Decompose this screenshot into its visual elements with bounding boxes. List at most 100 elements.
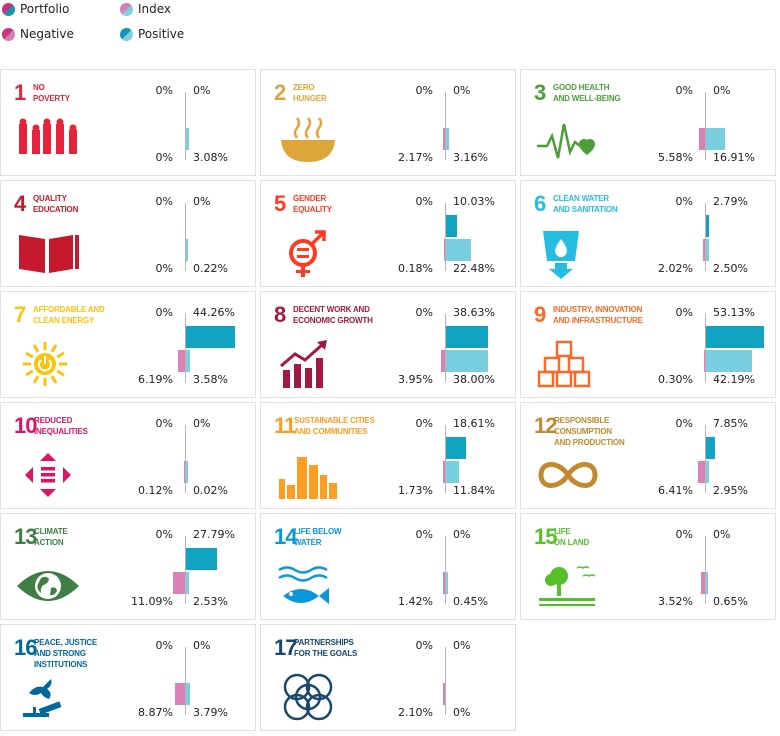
goal-number: 11 — [274, 413, 296, 438]
goal-title-line: INSTITUTIONS — [34, 660, 88, 669]
index-positive-label: 42.19% — [713, 373, 755, 386]
index-negative-bar — [698, 128, 705, 150]
legend-item-index: Index — [120, 2, 171, 16]
goal-number: 3 — [534, 80, 546, 105]
portfolio-negative-label: 0% — [415, 84, 433, 97]
index-negative-label: 0% — [155, 262, 173, 275]
portfolio-negative-label: 0% — [155, 84, 173, 97]
index-positive-label: 0.02% — [193, 484, 228, 497]
goal-title-line: PEACE, JUSTICE — [34, 638, 97, 647]
index-negative-bar — [172, 572, 185, 594]
index-negative-label: 3.95% — [398, 373, 433, 386]
sdg-card-15: 15 LIFE ON LAND 0% 0% 3.52% 0.65% — [520, 513, 776, 620]
index-positive-label: 22.48% — [453, 262, 495, 275]
portfolio-positive-label: 44.26% — [193, 306, 235, 319]
sdg-card-8: 8 DECENT WORK AND ECONOMIC GROWTH 0% 38.63% 3… — [260, 291, 516, 398]
sdg-card-14: 14 LIFE BELOW WATER 0% 0% 1.42% 0.45% — [260, 513, 516, 620]
infinity-icon — [535, 449, 601, 501]
portfolio-negative-label: 0% — [415, 528, 433, 541]
goal-title-line: POVERTY — [33, 94, 70, 103]
index-positive-label: 0% — [453, 706, 471, 719]
portfolio-negative-label: 0% — [415, 417, 433, 430]
index-positive-bar — [186, 572, 189, 594]
goal-title-line: SUSTAINABLE CITIES — [294, 416, 375, 425]
portfolio-positive-bar — [446, 215, 458, 237]
zero-axis — [185, 425, 186, 493]
goal-title-line: AND COMMUNITIES — [294, 427, 368, 436]
index-negative-label: 2.17% — [398, 151, 433, 164]
goal-title: QUALITY EDUCATION — [33, 193, 128, 215]
goal-title-line: CLIMATE — [34, 527, 68, 536]
portfolio-positive-label: 2.79% — [713, 195, 748, 208]
index-negative-label: 2.10% — [398, 706, 433, 719]
city-icon — [275, 449, 341, 501]
index-positive-bar — [186, 350, 190, 372]
goal-title-line: RESPONSIBLE — [554, 416, 610, 425]
portfolio-negative-label: 0% — [675, 306, 693, 319]
sdg-card-13: 13 CLIMATE ACTION 0% 27.79% 11.09% 2.53% — [0, 513, 256, 620]
goal-number: 13 — [14, 524, 38, 549]
zero-axis — [445, 314, 446, 382]
sdg-card-17: 17 PARTNERSHIPS FOR THE GOALS 0% 0% 2.10% 0% — [260, 624, 516, 731]
index-positive-bar — [706, 239, 709, 261]
goal-title: RESPONSIBLE CONSUMPTION AND PRODUCTION — [554, 415, 649, 448]
zero-axis — [185, 92, 186, 160]
index-negative-bar — [443, 572, 445, 594]
index-positive-label: 11.84% — [453, 484, 495, 497]
goal-title: SUSTAINABLE CITIES AND COMMUNITIES — [294, 415, 389, 437]
goal-title: GOOD HEALTH AND WELL-BEING — [553, 82, 648, 104]
earth-eye-icon — [15, 560, 81, 612]
index-negative-bar — [443, 239, 445, 261]
index-negative-bar — [183, 461, 185, 483]
portfolio-positive-label: 0% — [193, 639, 211, 652]
index-negative-bar — [701, 572, 705, 594]
goal-title-line: AND WELL-BEING — [553, 94, 621, 103]
portfolio-positive-label: 0% — [453, 528, 471, 541]
portfolio-negative-label: 0% — [675, 417, 693, 430]
index-positive-bar — [706, 572, 708, 594]
goal-title: LIFE BELOW WATER — [294, 526, 389, 548]
goal-number: 16 — [14, 635, 38, 660]
portfolio-negative-label: 0% — [155, 417, 173, 430]
portfolio-positive-label: 7.85% — [713, 417, 748, 430]
goal-title-line: LIFE BELOW — [294, 527, 342, 536]
index-negative-bar — [443, 461, 445, 483]
zero-axis — [445, 536, 446, 604]
zero-axis — [705, 203, 706, 271]
bowl-icon — [275, 116, 341, 168]
portfolio-negative-label: 0% — [155, 639, 173, 652]
zero-axis — [705, 92, 706, 160]
legend-item-positive: Positive — [120, 27, 184, 41]
index-negative-label: 6.41% — [658, 484, 693, 497]
index-positive-bar — [446, 572, 448, 594]
zero-axis — [705, 314, 706, 382]
goal-title: LIFE ON LAND — [554, 526, 649, 548]
zero-axis — [705, 425, 706, 493]
goal-title-line: AND PRODUCTION — [554, 438, 625, 447]
legend-label: Positive — [138, 27, 185, 41]
index-negative-label: 2.02% — [658, 262, 693, 275]
goal-number: 6 — [534, 191, 546, 216]
zero-axis — [445, 203, 446, 271]
legend-item-negative: Negative — [2, 27, 74, 41]
index-positive-label: 16.91% — [713, 151, 755, 164]
index-negative-bar — [440, 350, 445, 372]
index-negative-bar — [697, 461, 705, 483]
portfolio-swatch-icon — [2, 2, 15, 16]
growth-chart-icon — [275, 338, 341, 390]
sdg-card-3: 3 GOOD HEALTH AND WELL-BEING 0% 0% 5.58% 16.91… — [520, 69, 776, 176]
legend-label: Index — [138, 2, 172, 16]
legend: Portfolio Index Negative Positive — [0, 0, 780, 48]
sdg-card-16: 16 PEACE, JUSTICE AND STRONG INSTITUTIONS 0%… — [0, 624, 256, 731]
gender-icon — [275, 227, 341, 279]
zero-axis — [705, 536, 706, 604]
goal-title-line: ACTION — [34, 538, 64, 547]
goal-title-line: CONSUMPTION — [554, 427, 612, 436]
portfolio-positive-bar — [706, 437, 715, 459]
index-positive-bar — [446, 239, 471, 261]
goal-number: 12 — [534, 413, 558, 438]
zero-axis — [445, 647, 446, 715]
sun-power-icon — [15, 338, 81, 390]
portfolio-positive-label: 10.03% — [453, 195, 495, 208]
goal-title: CLEAN WATER AND SANITATION — [553, 193, 648, 215]
